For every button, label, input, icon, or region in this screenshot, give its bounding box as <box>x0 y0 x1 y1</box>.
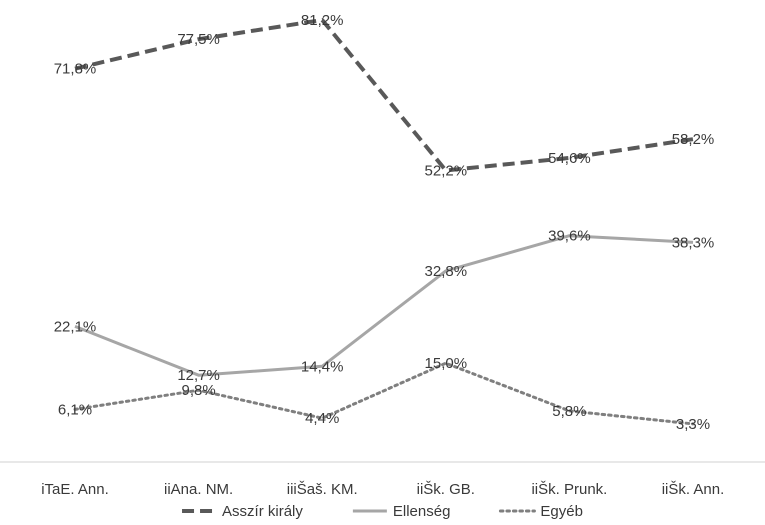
x-tick-label-5: iiŠk. Ann. <box>662 481 725 498</box>
x-tick-label-2: iiiŠaš. KM. <box>287 481 358 498</box>
data-label-s2-p3: 15,0% <box>425 355 468 372</box>
data-label-s2-p2: 4,4% <box>305 410 339 427</box>
data-label-s0-p1: 77,5% <box>177 31 220 48</box>
data-label-s0-p5: 58,2% <box>672 131 715 148</box>
data-label-s2-p1: 9,8% <box>181 382 215 399</box>
x-tick-label-4: iiŠk. Prunk. <box>531 481 607 498</box>
data-label-s0-p4: 54,6% <box>548 150 591 167</box>
legend: Asszír király Ellenség Egyéb <box>182 503 583 520</box>
x-tick-label-0: iTaE. Ann. <box>41 481 109 498</box>
legend-label-0: Asszír király <box>222 503 303 520</box>
data-label-s1-p0: 22,1% <box>54 318 97 335</box>
data-label-layer: 71,8% 77,5% 81,2% 52,2% 54,6% 58,2% 22,1% 12,7%… <box>54 12 715 433</box>
series-layer <box>73 18 695 426</box>
data-label-s1-p4: 39,6% <box>548 228 591 245</box>
data-label-s0-p0: 71,8% <box>54 61 97 78</box>
x-tick-label-1: iiAna. NM. <box>164 481 233 498</box>
legend-label-1: Ellenség <box>393 503 451 520</box>
data-label-s2-p4: 5,8% <box>552 403 586 420</box>
data-label-s2-p0: 6,1% <box>58 401 92 418</box>
data-label-s2-p5: 3,3% <box>676 416 710 433</box>
data-label-s0-p3: 52,2% <box>425 162 468 179</box>
x-tick-labels: iTaE. Ann. iiAna. NM. iiiŠaš. KM. iiŠk. GB.… <box>41 481 724 498</box>
series-line-0 <box>74 18 694 173</box>
legend-label-2: Egyéb <box>540 503 583 520</box>
series-line-2 <box>73 361 695 426</box>
data-label-s1-p1: 12,7% <box>177 367 220 384</box>
data-label-s1-p2: 14,4% <box>301 358 344 375</box>
x-tick-label-3: iiŠk. GB. <box>417 481 475 498</box>
series-line-1 <box>74 234 694 377</box>
data-label-s1-p3: 32,8% <box>425 263 468 280</box>
data-label-s1-p5: 38,3% <box>672 234 715 251</box>
data-label-s0-p2: 81,2% <box>301 12 344 29</box>
